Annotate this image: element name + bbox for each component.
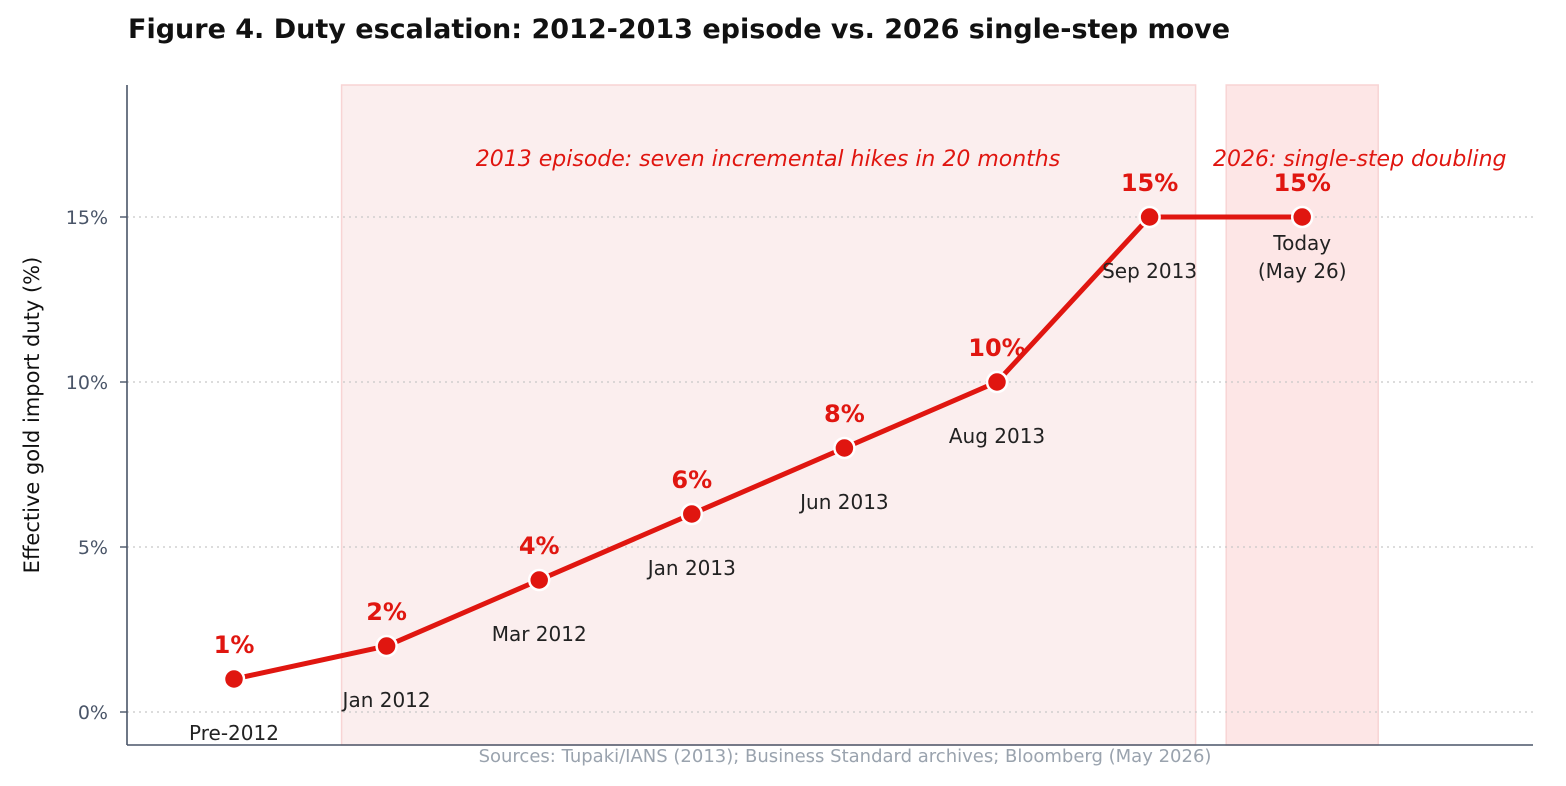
data-label: 6%: [671, 466, 712, 494]
chart-title: Figure 4. Duty escalation: 2012-2013 epi…: [128, 14, 1231, 45]
data-point: [985, 370, 1009, 394]
data-point: [1290, 205, 1314, 229]
shaded-region-1: [340, 84, 1197, 746]
date-label: Mar 2012: [492, 622, 587, 646]
data-label: 1%: [214, 631, 255, 659]
data-point: [375, 634, 398, 658]
y-tick-label: 15%: [66, 207, 108, 229]
episode-annotation: 2013 episode: seven incremental hikes in…: [476, 147, 1060, 172]
date-label-line: Today: [1272, 231, 1331, 255]
date-label-line: (May 26): [1258, 259, 1347, 283]
date-label: Jan 2013: [646, 556, 736, 580]
y-tick-label: 10%: [66, 372, 108, 394]
shaded-region-2: [1225, 84, 1379, 746]
date-label: Aug 2013: [949, 424, 1045, 448]
data-point: [680, 502, 704, 526]
date-label: Jun 2013: [798, 490, 889, 514]
data-point: [222, 667, 246, 691]
series-line: [231, 214, 1305, 682]
data-point: [1138, 205, 1161, 229]
date-label: Jan 2012: [341, 688, 431, 712]
y-axis-label: Effective gold import duty (%): [20, 257, 44, 574]
data-point: [527, 568, 551, 592]
data-label: 4%: [519, 532, 560, 560]
recent-annotation: 2026: single-step doubling: [1213, 147, 1507, 172]
date-label: Pre-2012: [189, 721, 279, 745]
data-label: 2%: [366, 598, 407, 626]
source-note: Sources: Tupaki/IANS (2013); Business St…: [479, 746, 1212, 767]
date-label: Today (May 26): [1258, 231, 1347, 283]
data-point: [833, 436, 856, 460]
data-label: 15%: [1273, 169, 1330, 197]
data-label: 8%: [824, 400, 865, 428]
data-label: 10%: [968, 334, 1025, 362]
y-tick-label: 0%: [78, 702, 108, 724]
y-tick-label: 5%: [78, 537, 108, 559]
date-label: Sep 2013: [1102, 259, 1197, 283]
data-label: 15%: [1121, 169, 1178, 197]
